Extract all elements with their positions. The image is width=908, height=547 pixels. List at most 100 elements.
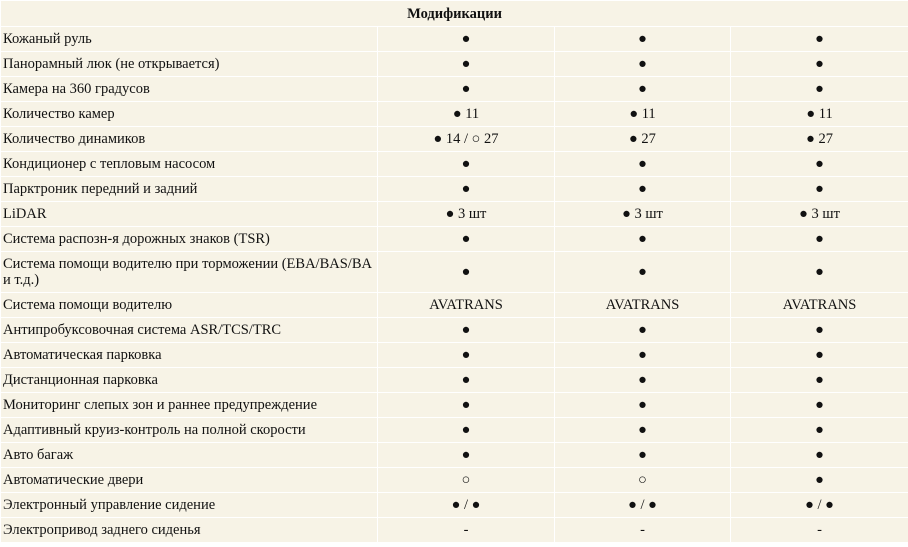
modification-2-value-cell: ● — [554, 442, 731, 468]
feature-name-cell: Система помощи водителю — [0, 292, 378, 318]
modification-3-value-cell: ● 27 — [729, 126, 908, 152]
table-row: Дистанционная парковка ● ● ● — [0, 367, 908, 393]
modification-1-value-cell: ● — [377, 317, 555, 343]
modification-2-value-cell: ● — [554, 26, 731, 52]
table-row: Кондиционер с тепловым насосом ● ● ● — [0, 151, 908, 177]
modification-2-value-cell: ● — [554, 76, 731, 102]
modification-2-value-cell: ● — [554, 342, 731, 368]
feature-name-cell: Антипробуксовочная система ASR/TCS/TRC — [0, 317, 378, 343]
modification-3-value-cell: - — [729, 517, 908, 543]
feature-name-cell: Количество камер — [0, 101, 378, 127]
modification-1-value-cell: ● — [377, 417, 555, 443]
modification-3-value-cell: ● — [729, 76, 908, 102]
table-row: Автоматическая парковка ● ● ● — [0, 342, 908, 368]
modification-2-value-cell: ● — [554, 251, 731, 293]
modification-2-value-cell: ● — [554, 176, 731, 202]
modification-3-value-cell: ● — [729, 417, 908, 443]
modification-2-value-cell: ● — [554, 392, 731, 418]
table-row: Электронный управление сидение ● / ● ● / ●… — [0, 492, 908, 518]
modification-3-value-cell: ● — [729, 467, 908, 493]
feature-name-cell: Камера на 360 градусов — [0, 76, 378, 102]
table-row: Система помощи водителю AVATRANS AVATRANS A… — [0, 292, 908, 318]
table-row: Система распозн-я дорожных знаков (TSR) ●… — [0, 226, 908, 252]
modification-3-value-cell: ● — [729, 251, 908, 293]
modification-1-value-cell: ● — [377, 26, 555, 52]
modification-3-value-cell: ● — [729, 392, 908, 418]
feature-name-cell: Система распозн-я дорожных знаков (TSR) — [0, 226, 378, 252]
modification-1-value-cell: ● — [377, 251, 555, 293]
modification-2-value-cell: ● — [554, 317, 731, 343]
table-body: Кожаный руль ● ● ● Панорамный люк (не открыв… — [0, 26, 908, 543]
modification-2-value-cell: ● — [554, 367, 731, 393]
modification-3-value-cell: ● — [729, 51, 908, 77]
table-row: Парктроник передний и задний ● ● ● — [0, 176, 908, 202]
table-row: Количество динамиков ● 14 / ○ 27 ● 27 ● 27 — [0, 126, 908, 152]
feature-name-cell: Автоматические двери — [0, 467, 378, 493]
modification-3-value-cell: ● 3 шт — [729, 201, 908, 227]
modification-1-value-cell: ● — [377, 392, 555, 418]
modification-1-value-cell: ○ — [377, 467, 555, 493]
feature-name-cell: Система помощи водителю при торможении (… — [0, 251, 378, 293]
modification-1-value-cell: - — [377, 517, 555, 543]
table-row: Количество камер ● 11 ● 11 ● 11 — [0, 101, 908, 127]
modification-3-value-cell: ● — [729, 176, 908, 202]
modification-1-value-cell: ● — [377, 176, 555, 202]
modification-3-value-cell: ● / ● — [729, 492, 908, 518]
feature-name-cell: Электронный управление сидение — [0, 492, 378, 518]
table-row: Мониторинг слепых зон и раннее предупреж… — [0, 392, 908, 418]
feature-name-cell: Дистанционная парковка — [0, 367, 378, 393]
modification-3-value-cell: ● — [729, 342, 908, 368]
modification-3-value-cell: ● — [729, 226, 908, 252]
modification-3-value-cell: ● — [729, 317, 908, 343]
feature-name-cell: Кондиционер с тепловым насосом — [0, 151, 378, 177]
modification-3-value-cell: ● — [729, 26, 908, 52]
modification-3-value-cell: ● — [729, 442, 908, 468]
table-row: Электропривод заднего сиденья - - - — [0, 517, 908, 543]
modification-1-value-cell: ● — [377, 226, 555, 252]
modification-3-value-cell: ● — [729, 151, 908, 177]
table-row: Камера на 360 градусов ● ● ● — [0, 76, 908, 102]
modification-1-value-cell: ● 14 / ○ 27 — [377, 126, 555, 152]
modification-2-value-cell: ● / ● — [554, 492, 731, 518]
modification-1-value-cell: ● — [377, 342, 555, 368]
modification-2-value-cell: ● — [554, 151, 731, 177]
feature-name-cell: Авто багаж — [0, 442, 378, 468]
modification-2-value-cell: ● 27 — [554, 126, 731, 152]
modification-2-value-cell: AVATRANS — [554, 292, 731, 318]
table-header-row: Модификации — [0, 0, 908, 27]
feature-name-cell: Мониторинг слепых зон и раннее предупреж… — [0, 392, 378, 418]
feature-name-cell: Панорамный люк (не открывается) — [0, 51, 378, 77]
modification-1-value-cell: ● 11 — [377, 101, 555, 127]
modification-2-value-cell: ● — [554, 51, 731, 77]
modification-3-value-cell: ● 11 — [729, 101, 908, 127]
table-row: Панорамный люк (не открывается) ● ● ● — [0, 51, 908, 77]
table-row: Система помощи водителю при торможении (… — [0, 251, 908, 293]
feature-name-cell: Парктроник передний и задний — [0, 176, 378, 202]
modification-2-value-cell: ● — [554, 226, 731, 252]
modification-2-value-cell: ● 11 — [554, 101, 731, 127]
modification-1-value-cell: ● — [377, 367, 555, 393]
table-row: LiDAR ● 3 шт ● 3 шт ● 3 шт — [0, 201, 908, 227]
modification-1-value-cell: ● 3 шт — [377, 201, 555, 227]
modification-2-value-cell: ○ — [554, 467, 731, 493]
feature-name-cell: Адаптивный круиз-контроль на полной скор… — [0, 417, 378, 443]
table-row: Кожаный руль ● ● ● — [0, 26, 908, 52]
modification-2-value-cell: - — [554, 517, 731, 543]
table-row: Адаптивный круиз-контроль на полной скор… — [0, 417, 908, 443]
modification-2-value-cell: ● — [554, 417, 731, 443]
table-row: Автоматические двери ○ ○ ● — [0, 467, 908, 493]
table-title: Модификации — [0, 0, 908, 27]
modification-3-value-cell: ● — [729, 367, 908, 393]
modification-1-value-cell: ● — [377, 76, 555, 102]
feature-name-cell: Кожаный руль — [0, 26, 378, 52]
table-row: Антипробуксовочная система ASR/TCS/TRC ● ●… — [0, 317, 908, 343]
modification-1-value-cell: ● — [377, 151, 555, 177]
feature-name-cell: Количество динамиков — [0, 126, 378, 152]
modification-2-value-cell: ● 3 шт — [554, 201, 731, 227]
feature-name-cell: Автоматическая парковка — [0, 342, 378, 368]
modification-1-value-cell: ● — [377, 51, 555, 77]
feature-name-cell: Электропривод заднего сиденья — [0, 517, 378, 543]
modification-1-value-cell: ● / ● — [377, 492, 555, 518]
modification-1-value-cell: AVATRANS — [377, 292, 555, 318]
